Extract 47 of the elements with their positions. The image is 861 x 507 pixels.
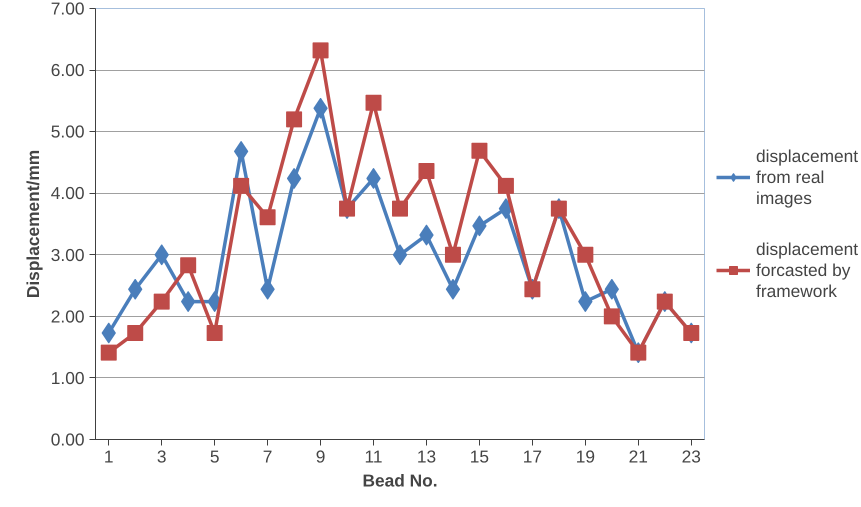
point — [127, 324, 144, 341]
point — [366, 94, 382, 111]
y-tick-label: 6.00 — [50, 60, 85, 80]
point — [524, 281, 540, 298]
x-tick-label: 5 — [210, 446, 220, 466]
y-tick-label: 3.00 — [50, 244, 85, 265]
point — [604, 308, 620, 324]
point — [312, 42, 329, 58]
x-tick-label: 1 — [104, 446, 114, 466]
x-tick-label: 17 — [522, 446, 542, 466]
point — [392, 200, 408, 217]
point — [418, 163, 434, 180]
x-tick-label: 7 — [262, 446, 272, 466]
x-tick-label: 11 — [364, 446, 383, 466]
point — [180, 257, 196, 274]
legend-label: displacement forcasted by framework — [756, 238, 858, 302]
y-tick-label: 0.00 — [50, 430, 85, 450]
x-tick-label: 19 — [576, 446, 595, 466]
x-tick-label: 13 — [416, 446, 436, 466]
point — [444, 246, 461, 263]
point — [286, 111, 302, 128]
legend-label: displacement from real images — [756, 146, 858, 208]
point — [260, 209, 276, 226]
point — [656, 294, 673, 310]
point — [498, 178, 514, 194]
y-tick-label: 5.00 — [50, 122, 85, 142]
point — [233, 178, 250, 194]
x-axis-title: Bead No. — [362, 470, 438, 490]
y-tick-label: 7.00 — [50, 0, 85, 18]
x-tick-label: 23 — [682, 446, 701, 466]
point — [154, 294, 170, 310]
point — [100, 344, 117, 361]
y-tick-label: 2.00 — [50, 306, 85, 326]
point — [577, 246, 594, 263]
x-tick-label: 15 — [470, 446, 490, 466]
point — [339, 200, 356, 217]
y-tick-label: 4.00 — [50, 183, 85, 204]
y-tick-label: 1.00 — [50, 368, 85, 388]
point — [471, 142, 488, 159]
point — [206, 324, 223, 341]
point — [683, 324, 700, 341]
x-tick-label: 9 — [316, 446, 326, 466]
point — [630, 344, 646, 361]
x-tick-label: 3 — [156, 446, 167, 466]
point — [550, 200, 567, 217]
x-tick-label: 21 — [628, 446, 648, 466]
y-axis-title: Displacement/mm — [22, 150, 43, 298]
